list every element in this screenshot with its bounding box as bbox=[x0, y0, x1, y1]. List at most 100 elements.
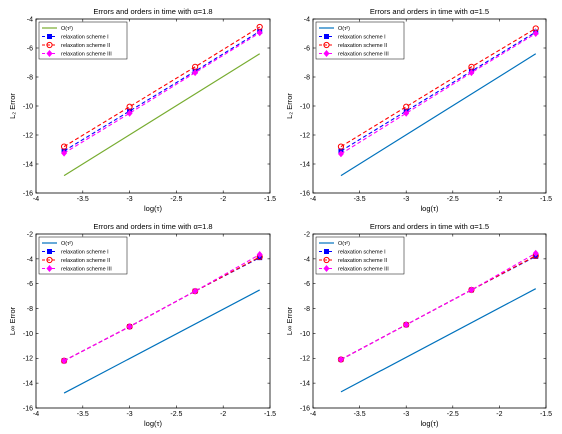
y-tick-label: -4 bbox=[27, 16, 33, 23]
data-point bbox=[192, 69, 199, 77]
data-point bbox=[468, 286, 475, 294]
data-point bbox=[61, 357, 68, 365]
chart-title: Errors and orders in time with α=1.5 bbox=[370, 7, 489, 16]
y-tick-label: -8 bbox=[304, 306, 310, 313]
legend-entry: relaxation scheme III bbox=[338, 267, 389, 273]
series-line-2 bbox=[340, 27, 537, 148]
legend-entry: relaxation scheme I bbox=[61, 35, 109, 41]
y-tick-label: -12 bbox=[300, 132, 310, 139]
x-tick-label: -2.5 bbox=[447, 411, 459, 418]
data-point bbox=[256, 251, 263, 258]
y-tick-label: -14 bbox=[23, 161, 33, 168]
y-tick-label: -10 bbox=[300, 331, 310, 338]
x-tick-label: -1.5 bbox=[264, 196, 276, 203]
legend-marker bbox=[323, 249, 329, 255]
legend-marker bbox=[46, 41, 53, 49]
legend-entry: relaxation scheme III bbox=[61, 267, 112, 273]
y-tick-label: -12 bbox=[300, 356, 310, 363]
x-tick-label: -2 bbox=[496, 196, 502, 203]
data-point bbox=[532, 249, 539, 257]
chart-title: Errors and orders in time with α=1.8 bbox=[93, 222, 212, 231]
legend-entry: relaxation scheme I bbox=[61, 250, 109, 256]
legend: O(τ²) relaxation scheme I relaxation schem… bbox=[315, 21, 405, 60]
chart-title: Errors and orders in time with α=1.8 bbox=[93, 7, 212, 16]
data-point bbox=[126, 323, 133, 331]
reference-line bbox=[340, 53, 537, 177]
legend-entry: relaxation scheme I bbox=[338, 35, 386, 41]
plot-area bbox=[312, 233, 547, 409]
x-tick-label: -2 bbox=[496, 411, 502, 418]
x-axis-label: log(τ) bbox=[421, 419, 439, 428]
data-point bbox=[256, 29, 263, 37]
y-tick-label: -4 bbox=[304, 256, 310, 263]
legend-marker bbox=[323, 50, 330, 57]
x-tick-label: -3 bbox=[403, 196, 409, 203]
legend-marker bbox=[323, 256, 330, 264]
legend: O(τ²) relaxation scheme I relaxation schem… bbox=[315, 236, 405, 275]
x-tick-label: -1.5 bbox=[540, 411, 552, 418]
y-tick-label: -14 bbox=[300, 381, 310, 388]
x-tick-label: -3 bbox=[403, 411, 409, 418]
y-tick-label: -6 bbox=[304, 281, 310, 288]
y-tick-label: -10 bbox=[300, 103, 310, 110]
x-tick-label: -4 bbox=[33, 411, 39, 418]
legend-marker bbox=[46, 33, 52, 39]
reference-line bbox=[340, 288, 537, 393]
x-tick-label: -1.5 bbox=[540, 196, 552, 203]
data-point bbox=[337, 143, 345, 150]
x-tick-label: -3.5 bbox=[77, 196, 89, 203]
legend-entry: O(τ²) bbox=[338, 26, 350, 32]
y-axis-label: L∞ Error bbox=[285, 306, 294, 335]
legend-entry: O(τ²) bbox=[61, 26, 73, 32]
legend-marker bbox=[323, 265, 330, 272]
y-tick-label: -16 bbox=[23, 190, 33, 197]
y-tick-label: -2 bbox=[27, 231, 33, 238]
y-axis-label: L₂ Error bbox=[8, 93, 17, 119]
data-point bbox=[468, 69, 475, 77]
x-axis-label: log(τ) bbox=[144, 204, 162, 213]
y-tick-label: -8 bbox=[27, 306, 33, 313]
legend: O(τ²) relaxation scheme I relaxation schem… bbox=[38, 21, 128, 60]
legend-marker bbox=[46, 50, 53, 57]
x-tick-label: -3.5 bbox=[77, 411, 89, 418]
data-point bbox=[337, 150, 344, 158]
legend-marker bbox=[46, 265, 53, 272]
series-line-3 bbox=[63, 254, 260, 362]
plot-area bbox=[35, 233, 271, 409]
y-tick-label: -12 bbox=[23, 356, 33, 363]
y-tick-label: -6 bbox=[27, 281, 33, 288]
legend-entry: relaxation scheme II bbox=[61, 43, 111, 49]
x-tick-label: -4 bbox=[310, 196, 316, 203]
y-tick-label: -6 bbox=[304, 45, 310, 52]
x-tick-label: -2.5 bbox=[170, 411, 182, 418]
legend-marker bbox=[323, 41, 330, 49]
y-tick-label: -12 bbox=[23, 132, 33, 139]
reference-line bbox=[63, 289, 260, 394]
x-axis-label: log(τ) bbox=[421, 204, 439, 213]
reference-line bbox=[63, 53, 261, 177]
series-line-2 bbox=[63, 26, 260, 148]
legend-entry: relaxation scheme III bbox=[338, 52, 389, 58]
y-tick-label: -8 bbox=[304, 74, 310, 81]
x-tick-label: -2.5 bbox=[170, 196, 182, 203]
x-tick-label: -4 bbox=[310, 411, 316, 418]
legend: O(τ²) relaxation scheme I relaxation schem… bbox=[38, 236, 128, 275]
x-tick-label: -2 bbox=[220, 411, 226, 418]
series-line-1 bbox=[63, 30, 260, 152]
data-point bbox=[60, 143, 68, 150]
series-line-1 bbox=[340, 31, 537, 152]
y-tick-label: -2 bbox=[304, 231, 310, 238]
y-tick-label: -16 bbox=[300, 405, 310, 412]
x-tick-label: -1.5 bbox=[264, 411, 276, 418]
x-axis-label: log(τ) bbox=[144, 419, 162, 428]
x-tick-label: -3.5 bbox=[354, 411, 366, 418]
legend-entry: relaxation scheme II bbox=[338, 43, 388, 49]
series-line-3 bbox=[340, 33, 537, 155]
data-point bbox=[403, 103, 410, 110]
legend-entry: relaxation scheme I bbox=[338, 250, 386, 256]
y-tick-label: -4 bbox=[304, 16, 310, 23]
legend-marker bbox=[46, 256, 53, 264]
series-line-3 bbox=[63, 32, 260, 154]
legend-entry: relaxation scheme III bbox=[61, 52, 112, 58]
legend-entry: O(τ²) bbox=[338, 241, 350, 247]
